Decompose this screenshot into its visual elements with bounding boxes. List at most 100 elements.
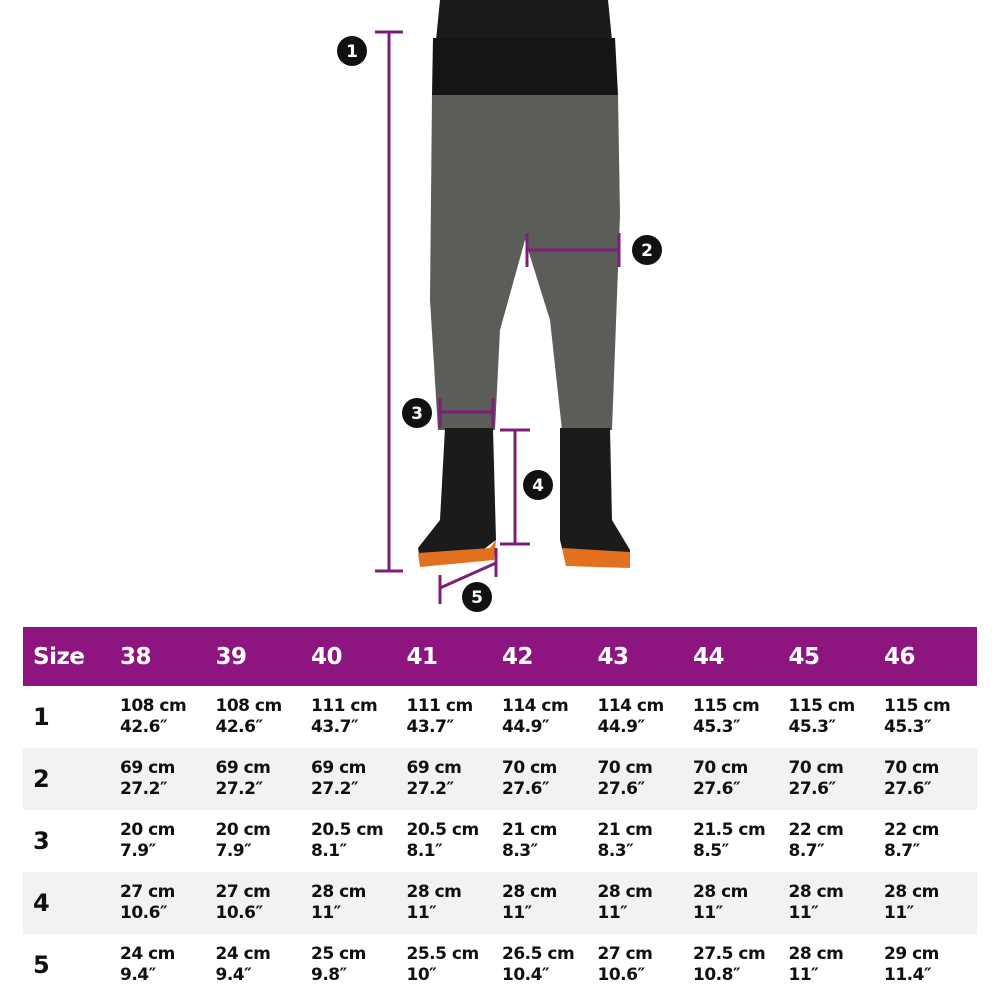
table-cell: 28 cm 11″ [884, 872, 939, 934]
waders-image [418, 0, 630, 568]
table-cell: 27 cm 10.6″ [216, 872, 271, 934]
table-cell: 114 cm 44.9″ [502, 686, 569, 748]
table-cell: 20.5 cm 8.1″ [311, 810, 384, 872]
cell-value-in: 27.6″ [788, 779, 837, 799]
size-header-label: Size [33, 643, 85, 670]
cell-value-cm: 26.5 cm [502, 944, 575, 964]
table-cell: 69 cm 27.2″ [216, 748, 271, 810]
table-cell: 22 cm 8.7″ [789, 810, 844, 872]
marker-1: 1 [337, 36, 367, 66]
cell-value-in: 8.5″ [693, 841, 729, 861]
cell-value-cm: 28 cm [884, 882, 939, 902]
table-cell: 28 cm 11″ [598, 872, 653, 934]
cell-value-in: 11″ [597, 903, 628, 923]
table-cell: 28 cm 11″ [311, 872, 366, 934]
cell-value-cm: 28 cm [788, 944, 844, 964]
svg-text:5: 5 [471, 588, 483, 608]
table-cell: 20.5 cm 8.1″ [406, 810, 480, 872]
cell-value-in: 10.8″ [693, 965, 741, 985]
cell-value-in: 8.3″ [502, 841, 538, 861]
cell-value-cm: 69 cm [311, 758, 366, 778]
table-cell: 111 cm 43.7″ [407, 686, 474, 748]
cell-value-cm: 27 cm [120, 882, 175, 902]
table-cell: 111 cm 43.7″ [311, 686, 378, 748]
svg-text:2: 2 [641, 241, 653, 261]
cell-value-in: 8.1″ [406, 841, 443, 861]
cell-value-in: 27.2″ [311, 779, 359, 799]
cell-value-cm: 22 cm [788, 820, 844, 840]
cell-value-cm: 29 cm [884, 944, 939, 964]
row-label: 3 [33, 827, 50, 855]
cell-value-cm: 21.5 cm [693, 820, 766, 840]
cell-value-in: 10.6″ [597, 965, 646, 985]
measure-line-2 [525, 233, 621, 267]
table-cell: 28 cm 11″ [407, 872, 462, 934]
cell-value-cm: 115 cm [693, 696, 760, 716]
table-cell: 69 cm 27.2″ [407, 748, 462, 810]
cell-value-in: 11.4″ [884, 965, 932, 985]
cell-value-cm: 25.5 cm [406, 944, 480, 964]
cell-value-cm: 70 cm [788, 758, 844, 778]
table-row: 5 24 cm 9.4″ 24 cm 9.4″ 25 cm 9.8″ 25.5 cm 10″ 26… [23, 934, 977, 996]
cell-value-cm: 27.5 cm [693, 944, 766, 964]
measure-line-5 [438, 548, 498, 604]
cell-value-cm: 28 cm [502, 882, 557, 902]
cell-value-in: 27.2″ [406, 779, 455, 799]
cell-value-in: 7.9″ [120, 841, 156, 861]
cell-value-in: 11″ [693, 903, 723, 923]
cell-value-cm: 114 cm [502, 696, 569, 716]
svg-text:3: 3 [411, 404, 423, 424]
cell-value-cm: 25 cm [311, 944, 366, 964]
cell-value-in: 9.4″ [215, 965, 252, 985]
cell-value-in: 11″ [311, 903, 341, 923]
table-cell: 69 cm 27.2″ [311, 748, 366, 810]
cell-value-in: 44.9″ [597, 717, 646, 737]
row-label: 2 [33, 765, 50, 793]
table-cell: 28 cm 11″ [502, 872, 557, 934]
size-header-45: 45 [788, 643, 821, 670]
measure-line-1 [375, 30, 403, 573]
cell-value-cm: 69 cm [215, 758, 271, 778]
size-chart-table: Size 38 39 40 41 42 43 44 45 46 1 108 cm 42.6″ 108 … [23, 627, 977, 996]
cell-value-cm: 115 cm [788, 696, 856, 716]
cell-value-cm: 69 cm [120, 758, 175, 778]
cell-value-cm: 22 cm [884, 820, 939, 840]
size-header-42: 42 [502, 643, 534, 670]
table-cell: 114 cm 44.9″ [597, 686, 665, 748]
size-header-row: Size 38 39 40 41 42 43 44 45 46 [23, 627, 977, 686]
table-cell: 26.5 cm 10.4″ [502, 934, 575, 996]
marker-2: 2 [632, 235, 662, 265]
cell-value-in: 27.6″ [693, 779, 741, 799]
table-row: 1 108 cm 42.6″ 108 cm 42.6″ 111 cm 43.7″ 111 cm… [23, 686, 977, 748]
cell-value-cm: 21 cm [502, 820, 557, 840]
table-cell: 22 cm 8.7″ [884, 810, 939, 872]
cell-value-in: 8.1″ [311, 841, 347, 861]
product-wader-illustration: 1 2 3 4 5 [337, 0, 662, 612]
table-row: 2 69 cm 27.2″ 69 cm 27.2″ 69 cm 27.2″ 69 cm 27.2… [23, 748, 977, 810]
cell-value-in: 9.8″ [311, 965, 347, 985]
cell-value-in: 42.6″ [215, 717, 264, 737]
cell-value-in: 10.4″ [502, 965, 550, 985]
cell-value-cm: 28 cm [788, 882, 844, 902]
cell-value-cm: 28 cm [693, 882, 748, 902]
table-cell: 25 cm 9.8″ [311, 934, 366, 996]
table-cell: 21 cm 8.3″ [598, 810, 653, 872]
cell-value-cm: 27 cm [215, 882, 271, 902]
cell-value-cm: 108 cm [215, 696, 283, 716]
cell-value-cm: 21 cm [597, 820, 653, 840]
cell-value-in: 45.3″ [788, 717, 837, 737]
table-cell: 28 cm 11″ [789, 872, 844, 934]
cell-value-in: 11″ [788, 965, 819, 985]
cell-value-cm: 24 cm [120, 944, 175, 964]
cell-value-in: 9.4″ [120, 965, 156, 985]
cell-value-cm: 70 cm [597, 758, 653, 778]
cell-value-cm: 20 cm [120, 820, 175, 840]
cell-value-cm: 20.5 cm [311, 820, 384, 840]
cell-value-in: 10.6″ [215, 903, 264, 923]
table-cell: 21 cm 8.3″ [502, 810, 557, 872]
cell-value-cm: 24 cm [215, 944, 271, 964]
cell-value-cm: 20.5 cm [406, 820, 480, 840]
cell-value-in: 11″ [406, 903, 437, 923]
row-label: 1 [33, 703, 50, 731]
cell-value-cm: 115 cm [884, 696, 951, 716]
